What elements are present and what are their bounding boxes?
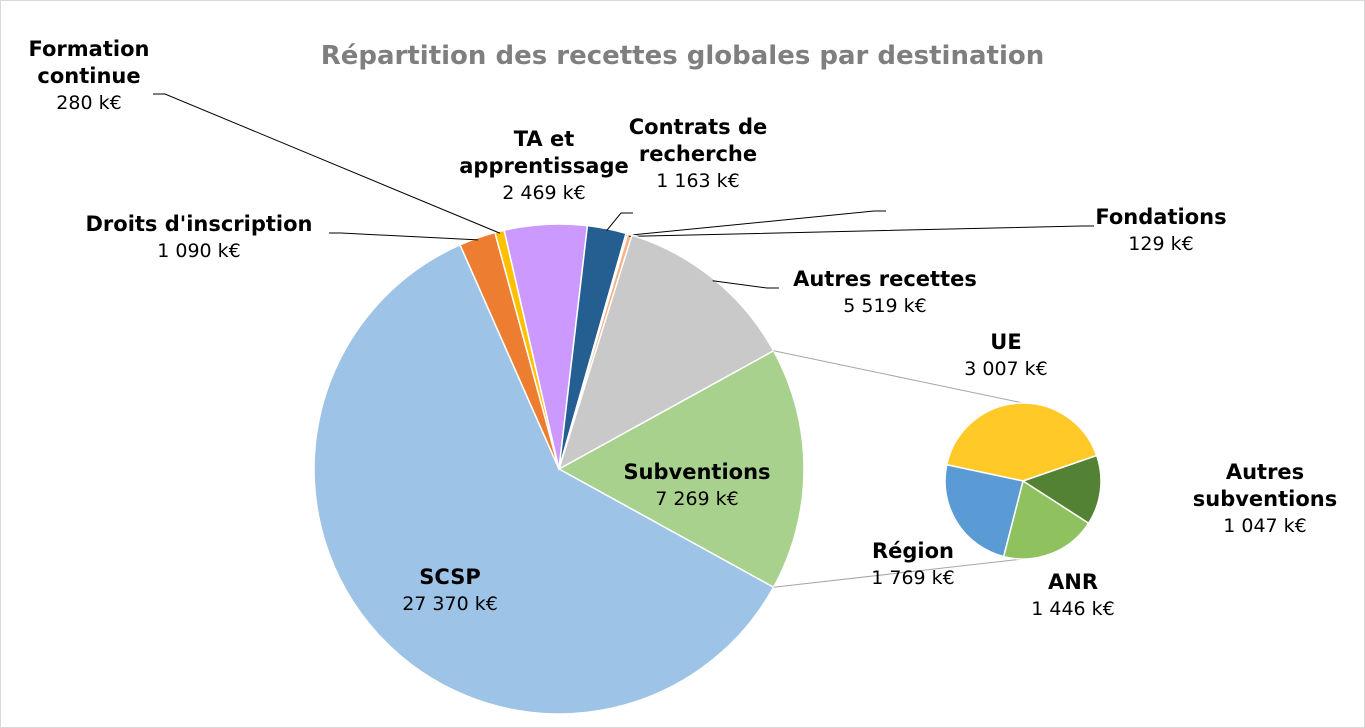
data-label: Subventions 7 269 k€ [597,459,797,512]
value-label: 7 269 k€ [655,488,739,510]
pie-slice [944,463,1024,558]
category-name: Autres recettes [793,267,977,291]
data-label: Fondations 129 k€ [1061,204,1261,257]
leader-line [626,210,886,237]
value-label: 1 047 k€ [1223,515,1307,537]
leader-line [153,93,501,234]
data-label: Autres recettes 5 519 k€ [770,266,1000,319]
connector-line [773,350,1024,404]
value-label: 5 519 k€ [843,295,927,317]
leader-line [329,232,478,241]
pie-slice [945,402,1098,482]
leader-line [629,225,1094,237]
category-name: SCSP [419,565,481,589]
value-label: 1 769 k€ [871,567,955,589]
value-label: 1 163 k€ [656,170,740,192]
pie-slice [557,349,805,589]
chart-title: Répartition des recettes globales par de… [320,41,1045,71]
category-name: UE [990,330,1022,354]
leader-line [712,280,779,289]
value-label: 1 090 k€ [157,240,241,262]
value-label: 280 k€ [56,92,122,114]
pie-slice [557,234,775,471]
category-name: ANR [1048,570,1098,594]
data-label: SCSP 27 370 k€ [350,564,550,617]
data-label: Région 1 769 k€ [838,538,988,591]
data-label: ANR 1 446 k€ [998,569,1148,622]
data-label: Autres subventions 1 047 k€ [1155,459,1364,539]
category-name: Droits d'inscription [85,212,313,236]
data-label: TA et apprentissage 2 469 k€ [459,126,629,206]
category-name: TA et apprentissage [459,127,629,178]
category-name: Autres subventions [1192,460,1338,511]
value-label: 27 370 k€ [402,593,498,615]
category-name: Région [871,539,955,563]
value-label: 3 007 k€ [964,358,1048,380]
category-name: Formation continue [28,37,150,88]
connector-line [773,558,1024,588]
category-name: Fondations [1095,205,1227,229]
value-label: 1 446 k€ [1031,598,1115,620]
pie-slice [1002,479,1090,560]
value-label: 129 k€ [1128,233,1194,255]
data-label: Formation continue 280 k€ [4,36,174,116]
data-label: Contrats de recherche 1 163 k€ [608,114,788,194]
value-label: 2 469 k€ [502,182,586,204]
data-label: Droits d'inscription 1 090 k€ [49,211,349,264]
category-name: Contrats de recherche [628,115,768,166]
leader-line [606,212,633,232]
pie-slice [1021,454,1102,525]
category-name: Subventions [623,460,771,484]
data-label: UE 3 007 k€ [931,329,1081,382]
pie-slice [313,243,775,715]
